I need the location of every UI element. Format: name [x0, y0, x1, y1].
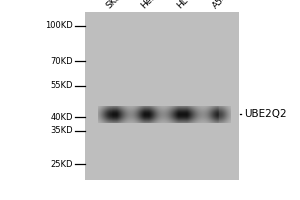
- Text: HL-60: HL-60: [175, 0, 200, 10]
- Text: HeLa: HeLa: [139, 0, 162, 10]
- Text: A549: A549: [211, 0, 234, 10]
- Text: 35KD: 35KD: [50, 126, 73, 135]
- Text: UBE2Q2: UBE2Q2: [244, 109, 287, 119]
- Text: 25KD: 25KD: [50, 160, 73, 169]
- Text: 100KD: 100KD: [45, 21, 73, 30]
- Text: 55KD: 55KD: [50, 81, 73, 90]
- Bar: [85, 12, 238, 180]
- Text: SKOV3: SKOV3: [105, 0, 132, 10]
- Text: 70KD: 70KD: [50, 57, 73, 66]
- Text: 40KD: 40KD: [50, 113, 73, 122]
